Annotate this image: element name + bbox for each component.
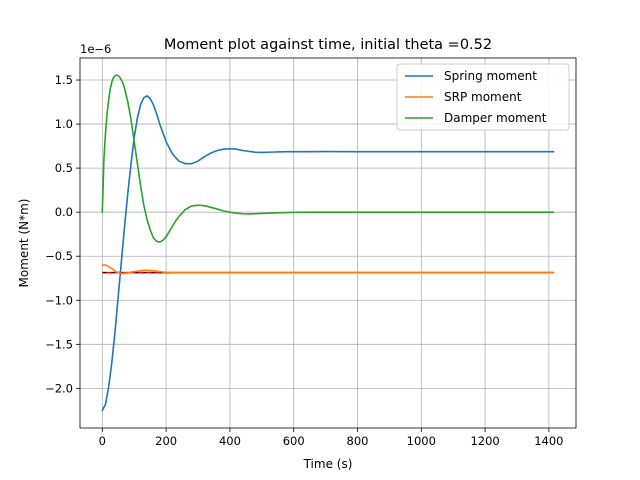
x-tick-label: 1200 [470,434,499,448]
y-axis-label: Moment (N*m) [17,199,31,288]
legend-label-srp: SRP moment [444,90,522,104]
chart-title: Moment plot against time, initial theta … [164,37,492,53]
y-axis: −2.0 −1.5 −1.0 −0.5 0.0 0.5 1.0 1.5 [45,73,80,395]
series-line-spring-moment [101,95,555,412]
legend-label-damper: Damper moment [444,111,547,125]
series [101,74,555,412]
plot-frame [79,57,577,429]
x-tick-label: 1000 [407,434,436,448]
x-tick-label: 800 [347,434,369,448]
y-tick-label: 1.0 [55,117,73,131]
x-axis-label: Time (s) [303,457,353,471]
series-line-srp-moment [101,264,555,275]
x-tick-label: 600 [283,434,305,448]
legend-label-spring: Spring moment [444,69,537,83]
y-tick-label: −0.5 [45,249,73,263]
y-tick-label: −1.0 [45,293,73,307]
y-tick-label: −2.0 [45,381,73,395]
y-tick-label: 1.5 [55,73,73,87]
y-offset-label: 1e−6 [80,42,111,56]
y-tick-label: −1.5 [45,337,73,351]
y-tick-label: 0.5 [55,161,73,175]
legend-box [396,63,570,131]
series-line-damper-moment [101,74,555,243]
x-axis: 0 200 400 600 800 1000 1200 1400 [99,428,564,448]
x-tick-label: 1400 [534,434,563,448]
x-tick-label: 0 [99,434,106,448]
x-tick-label: 200 [155,434,177,448]
legend: Spring moment SRP moment Damper moment [396,63,570,131]
x-tick-label: 400 [219,434,241,448]
y-tick-label: 0.0 [55,205,73,219]
